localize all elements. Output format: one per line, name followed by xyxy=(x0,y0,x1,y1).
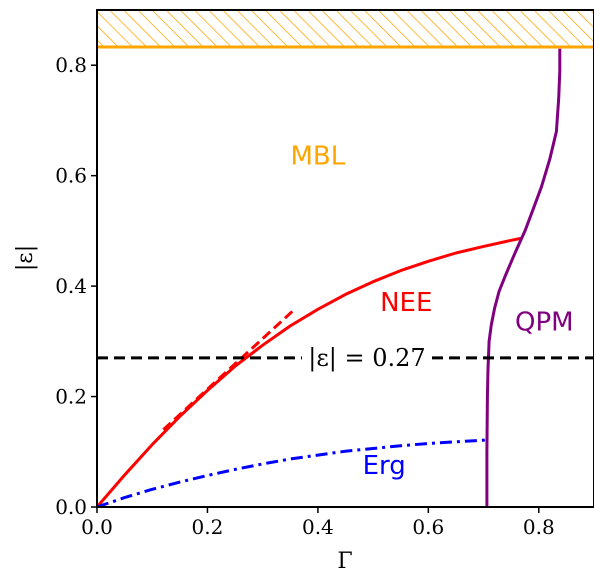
y-tick-label: 0.6 xyxy=(55,164,87,188)
x-axis-label: Γ xyxy=(337,549,352,570)
y-tick-label: 0.0 xyxy=(55,495,87,519)
y-axis-label: |ε| xyxy=(13,245,38,271)
x-tick-label: 0.4 xyxy=(302,515,334,539)
threshold-label: |ε| = 0.27 xyxy=(308,344,425,373)
mbl-hatched-band xyxy=(97,10,594,49)
plot-frame xyxy=(96,9,594,508)
threshold-line-layer: |ε| = 0.27 xyxy=(97,344,594,373)
y-axis-ticks: 0.0 0.2 0.4 0.6 0.8 xyxy=(55,53,97,519)
series-line-0 xyxy=(97,236,523,507)
region-label-erg: Erg xyxy=(363,451,406,481)
x-axis-ticks: 0.0 0.2 0.4 0.6 0.8 xyxy=(81,507,555,539)
series-line-3 xyxy=(485,48,562,507)
region-label-mbl: MBL xyxy=(291,142,346,172)
y-tick-label: 0.8 xyxy=(55,53,87,77)
x-tick-label: 0.6 xyxy=(412,515,444,539)
region-labels: MBL NEE QPM Erg xyxy=(291,142,574,481)
region-label-nee: NEE xyxy=(380,288,432,318)
series-line-2 xyxy=(97,438,487,507)
x-tick-label: 0.0 xyxy=(81,515,113,539)
mbl-band-hatch xyxy=(97,10,594,47)
series-layer xyxy=(97,48,562,507)
x-tick-label: 0.8 xyxy=(523,515,555,539)
x-tick-label: 0.2 xyxy=(192,515,224,539)
y-tick-label: 0.4 xyxy=(55,274,87,298)
region-label-qpm: QPM xyxy=(515,307,574,337)
y-tick-label: 0.2 xyxy=(55,385,87,409)
